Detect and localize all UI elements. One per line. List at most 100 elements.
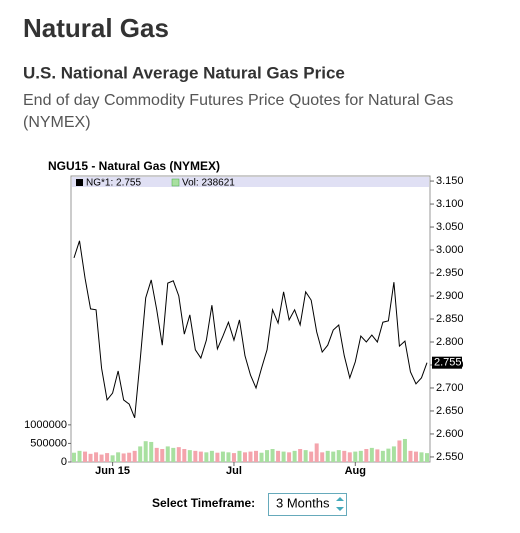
volume-bar — [171, 447, 176, 462]
y-tick-label: 3.100 — [436, 198, 464, 210]
volume-bar — [242, 452, 247, 462]
volume-bar — [237, 450, 242, 462]
volume-bar — [391, 446, 396, 462]
volume-bar — [320, 452, 325, 462]
volume-bar — [402, 438, 407, 462]
legend-swatch — [76, 179, 83, 186]
y-tick-label: 2.850 — [436, 313, 464, 325]
volume-bar — [331, 451, 336, 462]
volume-bar — [325, 450, 330, 462]
volume-bar — [132, 450, 137, 462]
plot-area — [70, 175, 431, 463]
volume-bar — [220, 451, 225, 462]
y-tick-label: 3.000 — [436, 244, 464, 256]
volume-bar — [198, 451, 203, 462]
volume-bar — [298, 449, 303, 462]
volume-bar — [204, 452, 209, 462]
volume-bar — [182, 449, 187, 462]
volume-bar — [369, 447, 374, 462]
volume-bar — [83, 451, 88, 462]
volume-bar — [408, 450, 413, 462]
legend-entry: Vol: 238621 — [182, 178, 235, 189]
last-value-label: 2.755 — [434, 357, 462, 369]
volume-bar — [270, 449, 275, 462]
volume-bar — [94, 452, 99, 462]
volume-bar — [281, 451, 286, 462]
y2-tick-label: 1000000 — [24, 419, 67, 431]
y2-tick-label: 0 — [61, 456, 67, 468]
legend-swatch — [171, 178, 180, 187]
volume-bar — [215, 452, 220, 462]
x-tick-label: Aug — [345, 465, 366, 477]
volume-bar — [386, 448, 391, 462]
volume-bar — [149, 441, 154, 462]
volume-bar — [193, 450, 198, 462]
volume-bar — [358, 450, 363, 462]
y-tick-label: 2.900 — [436, 290, 464, 302]
volume-bar — [165, 446, 170, 462]
volume-bar — [254, 450, 259, 462]
volume-bar — [375, 449, 380, 462]
y-tick-label: 2.800 — [436, 336, 464, 348]
legend-bar — [72, 177, 429, 187]
timeframe-label: Select Timeframe: — [152, 496, 255, 510]
volume-bar — [309, 451, 314, 462]
price-line — [73, 240, 428, 419]
y-tick-label: 2.600 — [436, 428, 464, 440]
y-tick-label: 3.150 — [436, 175, 464, 187]
volume-bar — [77, 450, 82, 462]
volume-bar — [105, 453, 110, 462]
volume-bar — [88, 453, 93, 462]
volume-bar — [413, 451, 418, 462]
volume-bar — [303, 450, 308, 462]
volume-bar — [176, 447, 181, 462]
volume-bar — [248, 451, 253, 462]
description: End of day Commodity Futures Price Quote… — [23, 92, 453, 109]
volume-bar — [231, 453, 236, 462]
volume-bar — [121, 453, 126, 462]
volume-bar — [143, 441, 148, 462]
volume-bar — [127, 452, 132, 462]
y-tick-label: 2.700 — [436, 382, 464, 394]
volume-bar — [160, 449, 165, 462]
volume-bar — [353, 451, 358, 462]
volume-bar — [397, 440, 402, 462]
x-tick-label: Jul — [226, 465, 242, 477]
volume-bar — [226, 452, 231, 462]
volume-bar — [209, 450, 214, 462]
y-tick-label: 2.550 — [436, 451, 464, 463]
last-value-box — [432, 356, 462, 369]
volume-bar — [336, 450, 341, 462]
volume-bar — [380, 450, 385, 462]
volume-bar — [287, 452, 292, 462]
volume-bar — [72, 452, 76, 462]
y-tick-label: 2.950 — [436, 267, 464, 279]
volume-bar — [154, 447, 159, 462]
volume-bar — [425, 453, 429, 462]
volume-bar — [110, 455, 115, 462]
volume-bar — [347, 452, 352, 462]
timeframe-select[interactable] — [268, 493, 347, 516]
volume-bar — [259, 452, 264, 462]
select-arrows — [336, 497, 344, 511]
page-subtitle: U.S. National Average Natural Gas Price — [23, 63, 345, 82]
volume-bar — [187, 450, 192, 462]
volume-bar — [292, 450, 297, 462]
volume-bar — [265, 450, 270, 462]
timeframe-value[interactable]: 3 Months — [276, 495, 330, 510]
y-tick-label: 2.650 — [436, 405, 464, 417]
volume-bar — [364, 449, 369, 462]
x-tick-label: Jun 15 — [95, 465, 130, 477]
volume-bar — [138, 446, 143, 462]
legend-entry: NG*1: 2.755 — [86, 178, 141, 189]
description: (NYMEX) — [23, 114, 91, 131]
y-tick-label: 3.050 — [436, 221, 464, 233]
chart-title: NGU15 - Natural Gas (NYMEX) — [48, 159, 220, 173]
volume-bar — [276, 450, 281, 462]
volume-bar — [314, 443, 319, 462]
volume-bar — [99, 454, 104, 462]
y2-tick-label: 500000 — [30, 437, 67, 449]
volume-bar — [419, 452, 424, 462]
page-title: Natural Gas — [23, 13, 169, 43]
